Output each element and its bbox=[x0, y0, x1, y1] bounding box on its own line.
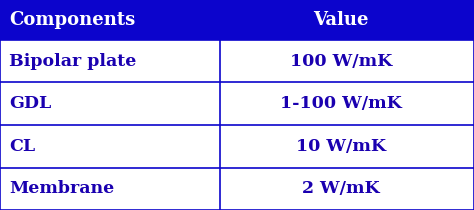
Text: 2 W/mK: 2 W/mK bbox=[302, 180, 380, 197]
Text: CL: CL bbox=[9, 138, 36, 155]
Text: 1-100 W/mK: 1-100 W/mK bbox=[281, 95, 402, 112]
Bar bbox=[0, 168, 474, 210]
Text: 100 W/mK: 100 W/mK bbox=[290, 53, 392, 70]
Text: GDL: GDL bbox=[9, 95, 52, 112]
Text: 10 W/mK: 10 W/mK bbox=[296, 138, 386, 155]
Bar bbox=[0, 83, 474, 125]
Bar bbox=[0, 40, 474, 83]
Bar bbox=[0, 0, 474, 40]
Text: Components: Components bbox=[9, 11, 136, 29]
Text: Bipolar plate: Bipolar plate bbox=[9, 53, 137, 70]
Bar bbox=[0, 125, 474, 168]
Text: Value: Value bbox=[313, 11, 369, 29]
Text: Membrane: Membrane bbox=[9, 180, 115, 197]
